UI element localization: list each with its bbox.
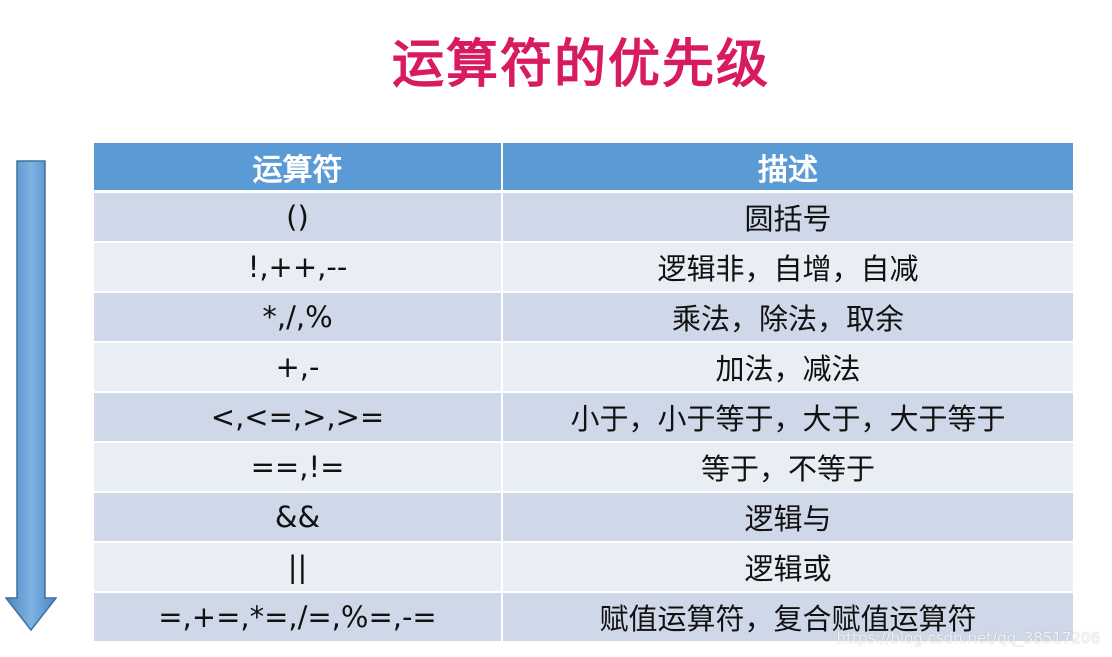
description-cell: 圆括号 xyxy=(502,191,1073,243)
table-row: || 逻辑或 xyxy=(94,542,1073,593)
description-cell: 赋值运算符，复合赋值运算符 xyxy=(502,592,1073,643)
operator-cell: <,<=,>,>= xyxy=(94,392,503,443)
operator-cell: || xyxy=(94,542,503,593)
page-title: 运算符的优先级 xyxy=(391,35,770,95)
operator-cell: *,/,% xyxy=(94,292,503,343)
description-cell: 逻辑非，自增，自减 xyxy=(502,242,1073,293)
operator-cell: !,++,-- xyxy=(94,242,503,293)
header-description: 描述 xyxy=(502,143,1073,193)
arrow-down-icon xyxy=(5,160,57,632)
operator-precedence-table: 运算符 描述 () 圆括号 !,++,-- 逻辑非，自增，自减 *,/,% 乘法… xyxy=(94,143,1073,643)
operator-cell: +,- xyxy=(94,342,503,393)
table-row: () 圆括号 xyxy=(94,191,1073,243)
operator-cell: () xyxy=(94,191,503,243)
description-cell: 乘法，除法，取余 xyxy=(502,292,1073,343)
table-row: !,++,-- 逻辑非，自增，自减 xyxy=(94,242,1073,293)
description-cell: 逻辑与 xyxy=(502,492,1073,543)
description-cell: 等于，不等于 xyxy=(502,442,1073,493)
table-row: *,/,% 乘法，除法，取余 xyxy=(94,292,1073,343)
description-cell: 加法，减法 xyxy=(502,342,1073,393)
table-row: <,<=,>,>= 小于，小于等于，大于，大于等于 xyxy=(94,392,1073,443)
header-operator: 运算符 xyxy=(94,143,503,193)
description-cell: 小于，小于等于，大于，大于等于 xyxy=(502,392,1073,443)
table-header-row: 运算符 描述 xyxy=(94,143,1073,193)
description-cell: 逻辑或 xyxy=(502,542,1073,593)
table-row: ==,!= 等于，不等于 xyxy=(94,442,1073,493)
table-row: +,- 加法，减法 xyxy=(94,342,1073,393)
table-row: && 逻辑与 xyxy=(94,492,1073,543)
operator-cell: && xyxy=(94,492,503,543)
operator-cell: ==,!= xyxy=(94,442,503,493)
watermark: https://blog.csdn.net/qq_38517206 xyxy=(836,629,1100,647)
table-row: =,+=,*=,/=,%=,-= 赋值运算符，复合赋值运算符 xyxy=(94,592,1073,643)
operator-cell: =,+=,*=,/=,%=,-= xyxy=(94,592,503,643)
